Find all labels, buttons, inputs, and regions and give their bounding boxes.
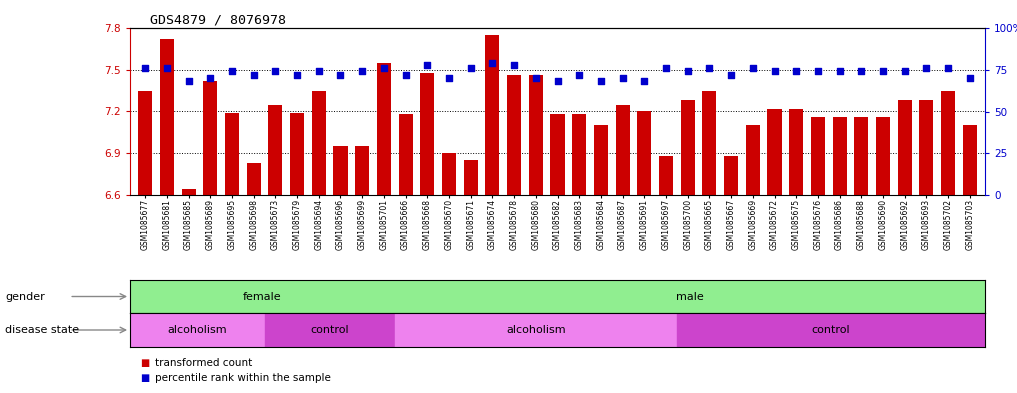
Point bbox=[398, 72, 414, 78]
Point bbox=[528, 75, 544, 81]
Text: female: female bbox=[243, 292, 282, 301]
Bar bbox=[420, 73, 434, 195]
Point bbox=[702, 65, 718, 71]
Point bbox=[637, 78, 653, 84]
Point bbox=[614, 75, 631, 81]
Bar bbox=[225, 113, 239, 195]
Bar bbox=[615, 105, 630, 195]
Bar bbox=[138, 91, 153, 195]
Text: disease state: disease state bbox=[5, 325, 79, 335]
Point bbox=[940, 65, 956, 71]
Point bbox=[463, 65, 479, 71]
Text: ■: ■ bbox=[140, 358, 149, 368]
Bar bbox=[399, 114, 413, 195]
Bar bbox=[130, 280, 395, 313]
Bar bbox=[182, 189, 195, 195]
Bar bbox=[768, 109, 781, 195]
Bar bbox=[680, 100, 695, 195]
Bar bbox=[247, 163, 260, 195]
Point bbox=[137, 65, 154, 71]
Bar bbox=[290, 113, 304, 195]
Text: alcoholism: alcoholism bbox=[506, 325, 565, 335]
Bar bbox=[811, 117, 825, 195]
Point bbox=[962, 75, 978, 81]
Point bbox=[593, 78, 609, 84]
Bar bbox=[854, 117, 869, 195]
Bar bbox=[377, 63, 391, 195]
Point bbox=[440, 75, 457, 81]
Bar bbox=[464, 160, 478, 195]
Text: control: control bbox=[310, 325, 349, 335]
Bar bbox=[268, 105, 283, 195]
Bar bbox=[941, 91, 955, 195]
Bar bbox=[789, 109, 803, 195]
Point bbox=[506, 62, 523, 68]
Point bbox=[918, 65, 935, 71]
Point bbox=[354, 68, 370, 75]
Point bbox=[159, 65, 175, 71]
Text: transformed count: transformed count bbox=[156, 358, 252, 368]
Bar bbox=[312, 91, 325, 195]
Point bbox=[245, 72, 261, 78]
Bar bbox=[703, 91, 716, 195]
Point bbox=[658, 65, 674, 71]
Bar bbox=[355, 146, 369, 195]
Point bbox=[419, 62, 435, 68]
Bar bbox=[395, 313, 677, 347]
Point bbox=[549, 78, 565, 84]
Bar bbox=[638, 112, 651, 195]
Bar bbox=[594, 125, 608, 195]
Point bbox=[572, 72, 588, 78]
Point bbox=[810, 68, 826, 75]
Bar bbox=[395, 280, 985, 313]
Bar bbox=[507, 75, 521, 195]
Bar bbox=[203, 81, 218, 195]
Point bbox=[202, 75, 219, 81]
Text: ■: ■ bbox=[140, 373, 149, 384]
Bar bbox=[573, 114, 586, 195]
Bar bbox=[485, 35, 499, 195]
Point bbox=[788, 68, 804, 75]
Bar bbox=[529, 75, 543, 195]
Point bbox=[310, 68, 326, 75]
Point bbox=[484, 60, 500, 66]
Point bbox=[832, 68, 848, 75]
Bar bbox=[550, 114, 564, 195]
Text: GDS4879 / 8076978: GDS4879 / 8076978 bbox=[151, 13, 287, 26]
Text: gender: gender bbox=[5, 292, 45, 301]
Point bbox=[679, 68, 696, 75]
Point bbox=[853, 68, 870, 75]
Point bbox=[875, 68, 891, 75]
Point bbox=[767, 68, 783, 75]
Bar bbox=[876, 117, 890, 195]
Point bbox=[375, 65, 392, 71]
Point bbox=[267, 68, 284, 75]
Bar bbox=[745, 125, 760, 195]
Point bbox=[333, 72, 349, 78]
Bar bbox=[160, 39, 174, 195]
Bar bbox=[898, 100, 912, 195]
Bar bbox=[677, 313, 985, 347]
Bar bbox=[130, 313, 264, 347]
Bar bbox=[919, 100, 934, 195]
Text: male: male bbox=[676, 292, 704, 301]
Bar bbox=[659, 156, 673, 195]
Text: percentile rank within the sample: percentile rank within the sample bbox=[156, 373, 332, 384]
Point bbox=[723, 72, 739, 78]
Bar bbox=[264, 313, 395, 347]
Bar bbox=[963, 125, 977, 195]
Bar bbox=[442, 153, 456, 195]
Point bbox=[180, 78, 196, 84]
Point bbox=[289, 72, 305, 78]
Bar bbox=[334, 146, 348, 195]
Point bbox=[897, 68, 913, 75]
Text: control: control bbox=[812, 325, 850, 335]
Text: alcoholism: alcoholism bbox=[168, 325, 227, 335]
Point bbox=[224, 68, 240, 75]
Bar bbox=[724, 156, 738, 195]
Bar bbox=[833, 117, 847, 195]
Point bbox=[744, 65, 761, 71]
